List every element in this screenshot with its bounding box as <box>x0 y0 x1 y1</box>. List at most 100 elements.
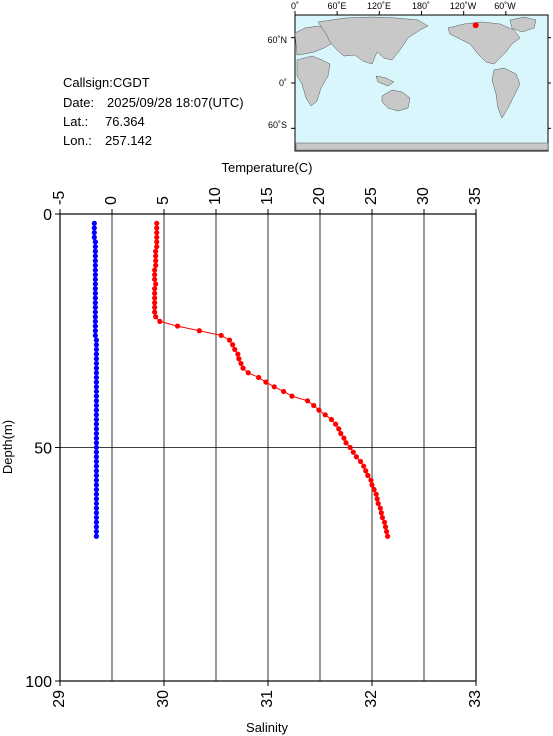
depth-tick-label: 100 <box>25 674 52 691</box>
salinity-data-point <box>93 365 99 371</box>
temperature-data-point <box>174 323 181 329</box>
salinity-data-point <box>93 416 99 423</box>
salinity-data-point <box>93 444 99 451</box>
salinity-data-point <box>92 295 98 301</box>
callsign-text: Callsign:CGDT <box>63 75 150 90</box>
salinity-data-point <box>93 384 99 390</box>
salinity-data-point <box>93 398 99 404</box>
antarctica-land <box>295 142 549 151</box>
temperature-data-point <box>289 393 295 399</box>
lat-value: 76.364 <box>105 114 145 129</box>
salinity-data-point <box>93 533 99 539</box>
temperature-data-point <box>382 524 389 530</box>
salinity-data-point <box>93 463 99 469</box>
salinity-data-point <box>93 519 99 525</box>
bottom-axis-title: Salinity <box>246 720 288 735</box>
temperature-data-point <box>322 412 328 418</box>
temperature-data-point <box>196 328 202 334</box>
temperature-data-point <box>365 472 371 479</box>
temperature-data-point <box>240 365 246 371</box>
asia-land <box>317 16 429 65</box>
greenland-land <box>509 16 537 33</box>
temperature-data-point <box>357 458 364 465</box>
map-lat-label-2: 60˚S <box>268 120 287 130</box>
salinity-data-point <box>92 300 98 306</box>
temperature-data-point <box>152 295 158 301</box>
temperature-data-point <box>281 388 287 395</box>
map-lon-label-5: 60˚W <box>494 1 516 11</box>
salinity-data-point <box>93 402 99 409</box>
salinity-data-point <box>92 332 98 339</box>
salinity-data-point <box>93 342 99 348</box>
temperature-data-point <box>153 253 159 259</box>
date-label: Date: <box>63 95 94 110</box>
temperature-data-point <box>154 244 160 250</box>
temperature-data-point <box>157 318 163 325</box>
temperature-data-point <box>271 384 277 390</box>
salinity-data-point <box>93 421 99 427</box>
temperature-data-point <box>152 309 158 315</box>
salinity-data-point <box>93 370 99 376</box>
salinity-data-point <box>92 262 98 268</box>
temperature-data-point <box>153 262 159 268</box>
salinity-tick-label: 29 <box>51 690 68 708</box>
map-lat-label-0: 60˚N <box>267 35 287 45</box>
temperature-data-point <box>238 360 244 367</box>
temperature-data-point <box>236 356 242 362</box>
salinity-data-point <box>91 225 97 231</box>
salinity-data-point <box>92 267 98 273</box>
salinity-data-point <box>93 351 99 357</box>
salinity-data-point <box>93 426 99 432</box>
map-lon-label-0: 0˚ <box>291 1 299 11</box>
temperature-data-point <box>379 514 385 521</box>
temperature-data-point <box>378 510 384 516</box>
temperature-tick-label: 30 <box>415 187 432 205</box>
salinity-data-point <box>93 491 99 497</box>
salinity-data-point <box>93 486 99 493</box>
map-lon-label-1: 60˚E <box>327 1 346 11</box>
temperature-data-point <box>256 374 262 381</box>
salinity-data-point <box>93 454 99 460</box>
temperature-data-point <box>152 267 158 273</box>
temperature-data-point <box>153 248 159 254</box>
temperature-tick-labels: -5 0 5 10 15 20 25 30 35 <box>51 187 484 214</box>
salinity-data-point <box>93 346 99 353</box>
temperature-data-point <box>336 426 342 432</box>
salinity-tick-labels: 29 30 31 32 33 <box>51 681 484 708</box>
temperature-data-point <box>263 379 269 385</box>
world-map: 0˚ 60˚E 120˚E 180˚ 120˚W 60˚W 60˚N 0˚ 60… <box>267 1 551 152</box>
temperature-data-point <box>154 230 160 236</box>
temperature-data-point <box>152 300 158 306</box>
salinity-data-point <box>92 272 98 278</box>
salinity-data-point <box>93 407 99 413</box>
salinity-data-point <box>93 458 99 465</box>
temperature-data-point <box>373 491 379 497</box>
temperature-data-point <box>353 454 359 460</box>
salinity-data-point <box>92 304 98 310</box>
salinity-data-point <box>93 449 99 455</box>
indonesia-land <box>375 75 395 87</box>
temperature-data-point <box>152 290 158 296</box>
salinity-data-point <box>92 258 98 264</box>
temperature-data-point <box>153 258 159 264</box>
salinity-data-point <box>92 286 98 292</box>
profile-chart: Temperature(C) Salinity Depth(m) -5 0 5 10 1… <box>0 160 484 735</box>
temperature-tick-label: 15 <box>259 187 276 205</box>
temperature-data-point <box>232 346 238 353</box>
temperature-profile-line <box>154 223 389 537</box>
salinity-data-point <box>92 248 98 254</box>
depth-tick-labels: 0 50 100 <box>25 207 60 691</box>
salinity-data-point <box>93 356 99 362</box>
salinity-tick-label: 32 <box>363 690 380 708</box>
lon-value: 257.142 <box>105 133 152 148</box>
temperature-data-point <box>316 407 322 413</box>
temperature-data-point <box>363 468 369 474</box>
salinity-data-point <box>93 510 99 516</box>
salinity-data-point <box>93 412 99 418</box>
temperature-data-point <box>381 519 388 525</box>
salinity-data-point <box>93 472 99 479</box>
salinity-data-point <box>93 505 99 511</box>
map-latitude-labels: 60˚N 0˚ 60˚S <box>267 35 287 130</box>
temperature-data-point <box>350 449 356 455</box>
